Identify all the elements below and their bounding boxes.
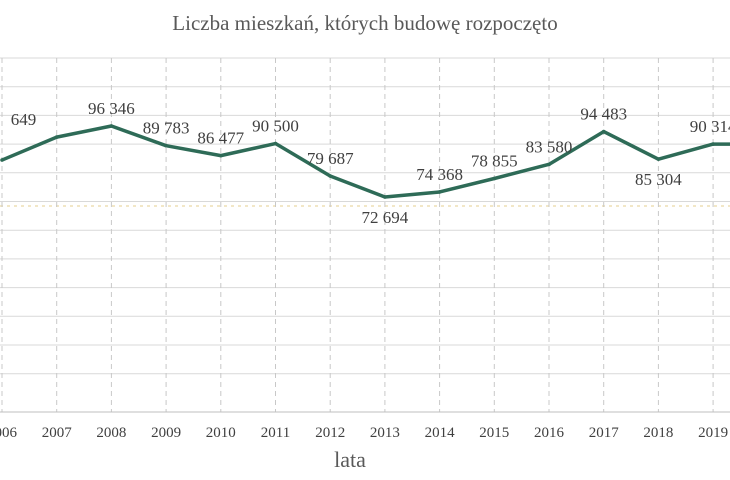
- data-label: 94 483: [580, 105, 627, 124]
- data-point: [437, 190, 442, 194]
- horizontal-gridlines: [0, 57, 730, 375]
- x-tick-label: 2009: [151, 425, 181, 441]
- data-point: [109, 124, 114, 128]
- data-point: [711, 142, 715, 146]
- x-tick-label: 2017: [589, 425, 620, 441]
- x-tick-label: 2007: [42, 425, 73, 441]
- data-point: [492, 176, 497, 181]
- vertical-gridlines: [1, 58, 714, 412]
- data-label: 83 580: [526, 137, 573, 156]
- x-tick-label: 2016: [534, 425, 565, 441]
- data-label: 90 314: [690, 117, 730, 136]
- x-tick-label: 2019: [698, 425, 728, 441]
- data-label: 85 304: [635, 170, 682, 189]
- data-point: [328, 174, 333, 178]
- x-tick-label: 2008: [96, 425, 126, 441]
- data-label: 89 783: [143, 119, 190, 138]
- data-point: [601, 129, 606, 134]
- x-tick-label: 2018: [643, 425, 673, 441]
- data-label: 90 500: [252, 117, 299, 136]
- data-points: [0, 124, 715, 199]
- x-tick-label: 2011: [261, 425, 290, 441]
- data-point: [0, 158, 4, 162]
- data-point: [383, 195, 387, 199]
- x-tick-label: 2014: [425, 425, 456, 441]
- data-point: [164, 143, 168, 148]
- data-point: [656, 157, 661, 161]
- x-tick-labels: 2006 2007 2008 2009 2010 2011 2012 2013 2014 2015…: [0, 425, 728, 441]
- data-label: 96 346: [88, 99, 135, 118]
- data-label: 78 855: [471, 152, 518, 171]
- data-point: [273, 141, 278, 146]
- data-label: 74 368: [416, 165, 463, 184]
- data-label: 649: [11, 110, 37, 129]
- x-axis-label: lata: [334, 447, 366, 472]
- data-label: 86 477: [197, 129, 244, 148]
- x-tick-label: 2006: [0, 425, 18, 441]
- data-label: 79 687: [307, 149, 354, 168]
- data-point: [54, 135, 59, 139]
- x-tick-label: 2013: [370, 425, 400, 441]
- x-tick-label: 2010: [206, 425, 236, 441]
- x-tick-label: 2015: [479, 425, 509, 441]
- data-point: [547, 162, 551, 167]
- data-labels: 649 96 346 89 783 86 477 90 500 79 687 72 694 7…: [11, 99, 730, 227]
- data-label: 72 694: [362, 208, 409, 227]
- chart-title: Liczba mieszkań, których budowę rozpoczę…: [172, 11, 557, 35]
- series-line: [1, 124, 730, 199]
- data-point: [219, 153, 223, 158]
- x-tick-label: 2012: [315, 425, 345, 441]
